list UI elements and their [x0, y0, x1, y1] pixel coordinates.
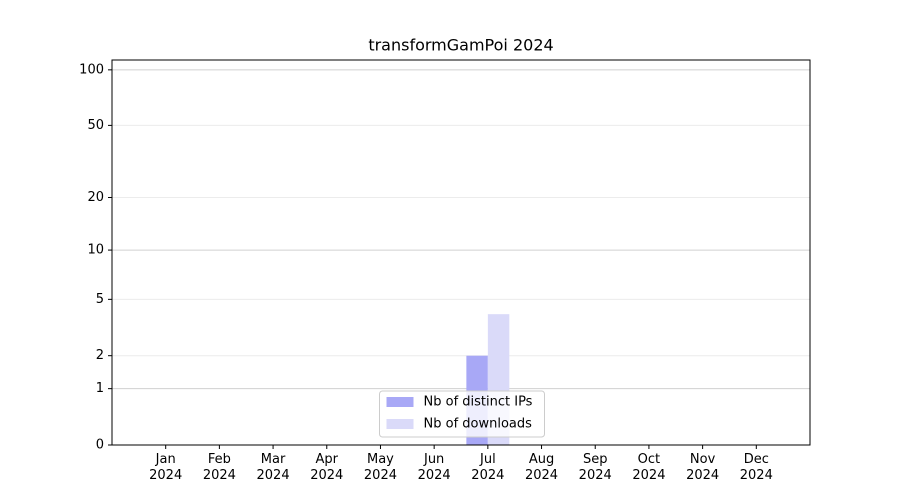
chart-title: transformGamPoi 2024 — [368, 36, 553, 55]
y-tick-label: 0 — [96, 438, 104, 453]
y-tick-label: 100 — [79, 62, 104, 77]
x-tick-label: Dec 2024 — [739, 452, 773, 483]
y-tick-label: 20 — [87, 190, 104, 205]
x-tick-label: May 2024 — [363, 452, 397, 483]
x-tick-label: Jan 2024 — [149, 452, 183, 483]
x-tick-label: Sep 2024 — [578, 452, 612, 483]
x-tick-label: Oct 2024 — [632, 452, 666, 483]
y-tick-label: 5 — [96, 292, 104, 307]
legend-label: Nb of downloads — [424, 417, 533, 432]
plot-frame — [111, 59, 811, 446]
y-tick-label: 10 — [87, 243, 104, 258]
x-tick-label: Jun 2024 — [417, 452, 451, 483]
legend-swatch — [386, 419, 414, 429]
x-tick-label: Jul 2024 — [471, 452, 505, 483]
legend-box — [379, 390, 545, 438]
x-tick-label: Mar 2024 — [256, 452, 290, 483]
x-tick-label: Aug 2024 — [524, 452, 559, 483]
x-tick-label: Apr 2024 — [310, 452, 344, 483]
legend-swatch — [386, 397, 414, 407]
y-tick-label: 50 — [87, 118, 104, 133]
x-tick-label: Nov 2024 — [686, 452, 720, 483]
y-tick-label: 1 — [96, 381, 104, 396]
legend-label: Nb of distinct IPs — [424, 395, 533, 410]
y-tick-label: 2 — [96, 348, 104, 363]
x-tick-label: Feb 2024 — [202, 452, 236, 483]
